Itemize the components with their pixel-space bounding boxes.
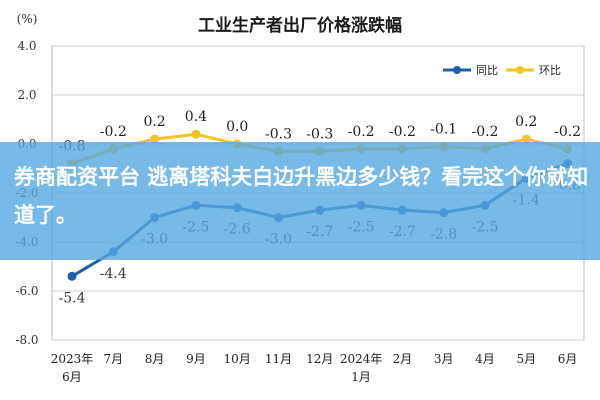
x-tick-line: 6月: [558, 352, 578, 366]
data-label-huanbi: -0.2: [389, 124, 416, 140]
banner-text[interactable]: 券商配资平台 逃离塔科夫白边升黑边多少钱？看完这个你就知道了。: [14, 165, 589, 227]
x-tick-label: 2月: [393, 352, 413, 366]
x-tick-line: 9月: [186, 352, 206, 366]
x-tick-label: 7月: [103, 352, 123, 366]
data-label-huanbi: -0.2: [472, 124, 499, 140]
x-tick-label: 6月: [558, 352, 578, 366]
legend-item-tongbi-marker: [453, 66, 461, 74]
x-tick-label: 8月: [145, 352, 165, 366]
x-axis: 2023年 6月 7月 8月 9月 10月 11月 12月 2024年 1月 2月 3月 4月 5月 6月: [51, 352, 578, 384]
x-tick-line: 6月: [62, 370, 82, 384]
data-label-tongbi: -4.4: [100, 266, 127, 282]
x-tick-line: 2023年: [51, 352, 94, 366]
data-label-huanbi: 0.2: [143, 114, 165, 130]
data-label-huanbi: -0.2: [100, 124, 127, 140]
y-tick-label: 2.0: [17, 88, 36, 102]
data-label-huanbi: 0.0: [226, 119, 248, 135]
data-label-huanbi: -0.2: [348, 124, 375, 140]
legend: 同比 环比: [443, 64, 561, 77]
x-tick-line: 12月: [306, 352, 333, 366]
y-unit-label: (%): [17, 12, 38, 26]
x-tick-label: 11月: [265, 352, 292, 366]
x-tick-line: 11月: [265, 352, 292, 366]
y-tick-label: -6.0: [15, 284, 38, 298]
legend-item-huanbi-marker: [516, 66, 524, 74]
x-tick-line: 10月: [224, 352, 251, 366]
point-huanbi: [191, 129, 201, 139]
x-tick-label: 12月: [306, 352, 333, 366]
y-tick-label: -8.0: [15, 333, 38, 347]
x-tick-line: 3月: [434, 352, 454, 366]
x-tick-line: 4月: [475, 352, 495, 366]
x-tick-label: 9月: [186, 352, 206, 366]
data-label-tongbi: -5.4: [59, 290, 86, 306]
y-tick-label: 4.0: [17, 39, 36, 53]
x-tick-label: 10月: [224, 352, 251, 366]
x-tick-line: 5月: [516, 352, 536, 366]
data-label-huanbi: 0.2: [515, 114, 537, 130]
x-tick-line: 7月: [103, 352, 123, 366]
x-tick-line: 2月: [393, 352, 413, 366]
data-label-huanbi: -0.3: [306, 126, 333, 142]
point-tongbi: [67, 271, 77, 281]
banner-overlay: [0, 142, 600, 260]
x-tick-label: 2024年 1月: [340, 352, 383, 384]
data-label-huanbi: -0.1: [430, 121, 457, 137]
legend-item-tongbi-label: 同比: [476, 64, 498, 77]
x-tick-label: 3月: [434, 352, 454, 366]
point-huanbi: [150, 134, 160, 144]
data-label-huanbi: 0.4: [185, 109, 207, 125]
data-label-huanbi: -0.3: [265, 126, 292, 142]
x-tick-label: 5月: [516, 352, 536, 366]
x-tick-label: 2023年 6月: [51, 352, 94, 384]
point-huanbi: [521, 134, 531, 144]
data-label-huanbi: -0.2: [554, 124, 581, 140]
x-tick-label: 4月: [475, 352, 495, 366]
chart-title: 工业生产者出厂价格涨跌幅: [198, 15, 402, 36]
x-tick-line: 1月: [351, 370, 371, 384]
x-tick-line: 8月: [145, 352, 165, 366]
legend-item-huanbi-label: 环比: [539, 64, 561, 77]
x-tick-line: 2024年: [340, 352, 383, 366]
